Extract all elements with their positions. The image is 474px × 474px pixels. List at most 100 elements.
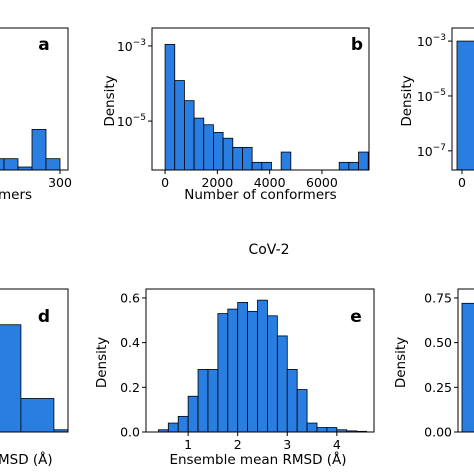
histogram-bar xyxy=(174,80,185,170)
panel-letter: b xyxy=(351,35,363,55)
histogram-bar xyxy=(456,40,474,170)
y-tick-label-base: 10 xyxy=(117,114,133,129)
histogram-bar xyxy=(187,395,199,432)
x-tick-label: 3 xyxy=(283,437,291,452)
y-tick-label: 0.4 xyxy=(120,335,140,350)
histogram-bar xyxy=(177,415,189,432)
histogram-bar xyxy=(296,389,308,432)
x-tick-label: 4 xyxy=(333,437,341,452)
histogram-bar xyxy=(237,302,249,432)
histogram-bar xyxy=(184,100,195,170)
x-tick-label: 2000 xyxy=(201,175,233,190)
histogram-bar xyxy=(326,427,338,432)
y-tick-label-exp: −5 xyxy=(433,88,446,98)
x-axis-label: Ensemble mean RMSD (Å) xyxy=(169,451,346,468)
y-tick-label: 0.75 xyxy=(424,290,452,305)
histogram-bar xyxy=(31,129,47,170)
y-tick-label: 10−5 xyxy=(117,113,146,129)
histogram-bar xyxy=(222,137,234,170)
y-tick-label-base: 10 xyxy=(417,144,433,159)
y-tick-label-base: 10 xyxy=(117,39,133,54)
y-axis-label: Density xyxy=(399,75,415,126)
y-tick-label-base: 10 xyxy=(417,34,433,49)
histogram-bar xyxy=(276,335,288,432)
x-tick-label: 0 xyxy=(161,175,169,190)
panel-f: 0.00 0.25 0.50 0.75 Density xyxy=(393,288,474,440)
x-tick-label: 300 xyxy=(48,175,72,190)
histogram-bar xyxy=(53,429,68,432)
y-tick-label: 10−3 xyxy=(417,33,446,49)
panel-a: 300 a mers xyxy=(0,27,72,203)
axes-frame xyxy=(451,27,474,171)
plot-area xyxy=(0,324,68,432)
histogram-bar xyxy=(167,422,179,432)
x-tick-label: 2 xyxy=(234,437,242,452)
section-title: CoV-2 xyxy=(248,242,289,258)
y-tick-label: 0.0 xyxy=(120,425,140,440)
y-axis-label: Density xyxy=(393,337,409,388)
histogram-bar xyxy=(232,146,243,170)
y-tick-label: 0.6 xyxy=(120,290,140,305)
histogram-bar xyxy=(207,369,219,432)
histogram-bar xyxy=(280,151,292,170)
panel-letter: a xyxy=(38,35,49,55)
y-tick-label-exp: −7 xyxy=(433,143,446,153)
histogram-bar xyxy=(306,422,318,432)
histogram-bar xyxy=(213,132,224,170)
axes-frame xyxy=(457,288,474,433)
y-tick-label: 0.00 xyxy=(424,425,452,440)
histogram-bar xyxy=(193,117,205,170)
panel-d: d MSD (Å) xyxy=(0,288,69,468)
x-tick-label: 4000 xyxy=(254,175,286,190)
y-tick-label: 0.25 xyxy=(424,380,452,395)
axes-frame xyxy=(145,288,375,433)
histogram-bar xyxy=(461,302,474,432)
histogram-bar xyxy=(348,161,359,170)
panel-letter: d xyxy=(38,307,50,327)
axes-frame xyxy=(0,27,69,171)
histogram-bar xyxy=(338,161,350,170)
y-tick-label: 0.2 xyxy=(120,380,140,395)
y-tick-label: 10−7 xyxy=(417,143,446,159)
histogram-bar xyxy=(3,158,19,170)
x-tick-label: 6000 xyxy=(306,175,338,190)
histogram-bar xyxy=(261,161,272,170)
histogram-bar xyxy=(247,310,258,432)
y-tick-label-base: 10 xyxy=(417,89,433,104)
histogram-bar xyxy=(251,161,263,170)
y-tick-label-exp: −5 xyxy=(133,113,146,123)
x-tick-label: 1 xyxy=(184,437,192,452)
y-tick-label-exp: −3 xyxy=(433,33,446,43)
histogram-bar xyxy=(358,151,369,170)
histogram-bar xyxy=(20,398,55,432)
plot-area xyxy=(164,43,369,170)
histogram-bar xyxy=(197,369,209,432)
y-tick-label: 10−5 xyxy=(417,88,446,104)
histogram-bar xyxy=(0,324,22,432)
histogram-bar xyxy=(242,146,253,170)
y-tick-label: 10−3 xyxy=(117,38,146,54)
y-tick-label-exp: −3 xyxy=(133,38,146,48)
histogram-bar xyxy=(203,124,214,170)
histogram-bar xyxy=(0,158,5,170)
histogram-bar xyxy=(267,315,278,432)
histogram-bar xyxy=(316,427,328,432)
y-axis-label: Density xyxy=(94,337,110,388)
x-tick-label: 0 xyxy=(458,175,466,190)
x-axis-label: MSD (Å) xyxy=(0,451,53,468)
panel-e: 1 2 3 4 0.0 0.2 0.4 0.6 e Ensemble mean RMSD (Å) D… xyxy=(94,288,375,468)
y-axis-label: Density xyxy=(102,75,118,126)
x-axis-label: Number of conformers xyxy=(184,187,336,203)
histogram-bar xyxy=(217,313,229,432)
plot-area xyxy=(0,129,61,170)
histogram-bar xyxy=(164,43,176,170)
plot-area xyxy=(461,302,474,432)
plot-area xyxy=(456,40,474,170)
x-axis-label: mers xyxy=(0,187,32,203)
histogram-bar xyxy=(227,308,239,432)
plot-area xyxy=(157,299,367,432)
axes-frame xyxy=(151,27,370,171)
axes-frame xyxy=(0,288,69,433)
